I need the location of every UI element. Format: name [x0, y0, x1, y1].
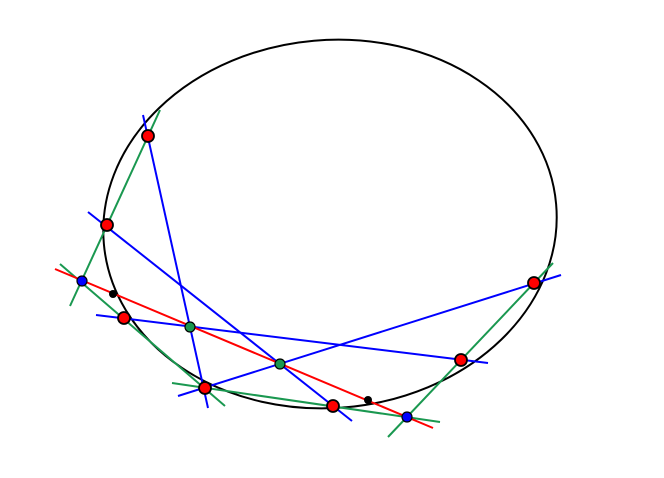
conic-ellipse	[102, 38, 558, 410]
conic-point	[117, 311, 131, 325]
green-line	[387, 262, 554, 438]
black-point	[364, 396, 372, 404]
conic-point	[326, 399, 340, 413]
conic-point	[454, 353, 468, 367]
conic-point	[100, 218, 114, 232]
green-point	[274, 358, 286, 370]
blue-point	[76, 275, 88, 287]
green-line	[59, 263, 226, 407]
conic-point	[198, 381, 212, 395]
black-points	[109, 290, 372, 404]
blue-line	[177, 274, 562, 397]
conic-points	[100, 129, 541, 413]
blue-point	[401, 411, 413, 423]
green-points	[184, 321, 286, 370]
green-line	[171, 382, 441, 423]
blue-lines	[87, 114, 562, 422]
green-point	[184, 321, 196, 333]
blue-line	[95, 314, 489, 364]
blue-line	[142, 114, 209, 409]
blue-points	[76, 275, 413, 423]
green-line	[69, 109, 161, 307]
green-lines	[59, 109, 554, 438]
blue-line	[87, 211, 353, 422]
conic-point	[141, 129, 155, 143]
conic-point	[527, 276, 541, 290]
black-point	[109, 290, 117, 298]
